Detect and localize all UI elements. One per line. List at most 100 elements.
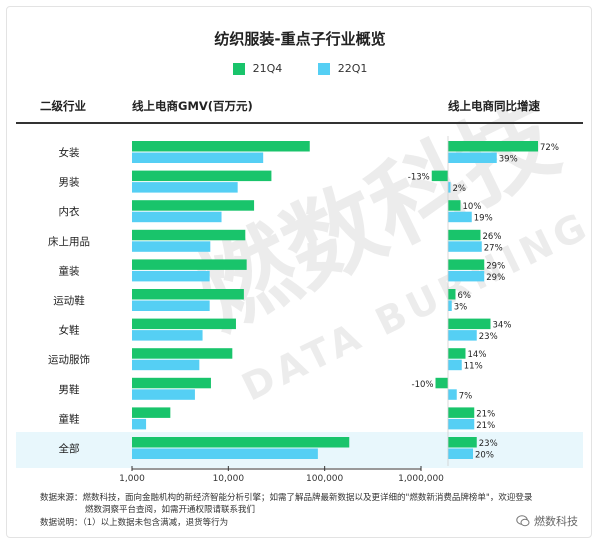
brand-name: 燃数科技 — [534, 515, 578, 528]
wechat-icon — [516, 515, 530, 527]
growth-bar-21q4 — [448, 437, 477, 448]
gmv-x-tick-label: 10,000 — [213, 474, 245, 484]
gmv-bar-21q4 — [132, 289, 244, 300]
growth-bar-21q4 — [448, 200, 461, 211]
growth-data-label: 10% — [463, 202, 482, 212]
gmv-x-tick-label: 100,000 — [306, 474, 343, 484]
category-label: 女装 — [59, 146, 80, 159]
growth-bar-22q1 — [448, 300, 452, 311]
growth-data-label: 3% — [454, 303, 468, 313]
gmv-bar-22q1 — [132, 389, 195, 400]
source-line-2: 燃数洞察平台查阅，如需开通权限请联系我们 — [85, 505, 256, 515]
category-label: 童鞋 — [59, 412, 80, 425]
growth-bar-22q1 — [448, 241, 482, 252]
header-category: 二级行业 — [40, 99, 86, 113]
category-label: 童装 — [59, 264, 80, 277]
growth-bar-21q4 — [448, 407, 475, 418]
gmv-bar-21q4 — [132, 377, 211, 389]
growth-bar-22q1 — [448, 211, 472, 223]
legend-label-q1: 22Q1 — [337, 62, 368, 75]
growth-data-label: 14% — [468, 350, 487, 360]
growth-data-label: -10% — [412, 380, 434, 390]
growth-data-label: 2% — [453, 184, 467, 194]
header-gmv: 线上电商GMV(百万元) — [132, 99, 253, 113]
legend-label-q4: 21Q4 — [252, 62, 283, 75]
gmv-bar-21q4 — [132, 229, 246, 241]
header-growth: 线上电商同比增速 — [448, 99, 540, 113]
growth-data-label: -13% — [408, 173, 430, 183]
growth-bar-22q1 — [448, 182, 451, 193]
growth-data-label: 26% — [483, 232, 502, 242]
legend-swatch-q1 — [317, 62, 330, 75]
growth-data-label: 21% — [476, 421, 495, 431]
gmv-bar-22q1 — [132, 182, 238, 193]
brand-mark: 燃数科技 — [516, 513, 578, 529]
growth-bar-22q1 — [448, 270, 485, 282]
growth-bar-22q1 — [448, 330, 477, 341]
growth-data-label: 21% — [476, 409, 495, 419]
legend: 21Q4 22Q1 — [0, 62, 600, 78]
gmv-bar-22q1 — [132, 300, 210, 311]
growth-data-label: 11% — [464, 362, 483, 372]
gmv-bar-22q1 — [132, 152, 264, 163]
growth-bar-22q1 — [448, 448, 473, 459]
growth-bar-21q4 — [448, 141, 538, 152]
gmv-bar-21q4 — [132, 200, 255, 211]
growth-data-label: 29% — [486, 261, 505, 271]
growth-data-label: 6% — [458, 291, 472, 301]
gmv-bar-22q1 — [132, 359, 200, 371]
growth-data-label: 23% — [479, 439, 498, 449]
gmv-bar-22q1 — [132, 448, 318, 459]
gmv-bar-22q1 — [132, 330, 203, 341]
gmv-bar-21q4 — [132, 437, 350, 448]
category-label: 女鞋 — [59, 324, 80, 337]
category-label: 运动鞋 — [53, 294, 85, 307]
gmv-bar-21q4 — [132, 348, 233, 359]
gmv-bar-22q1 — [132, 211, 222, 223]
growth-bar-21q4 — [448, 259, 485, 270]
category-label: 运动服饰 — [48, 353, 90, 366]
category-label: 男鞋 — [59, 383, 80, 396]
gmv-bar-21q4 — [132, 141, 310, 152]
source-line-1: 数据来源：燃数科技，面向金融机构的新经济智能分析引擎；如需了解品牌最新数据以及更… — [40, 493, 533, 503]
category-label: 全部 — [59, 442, 80, 455]
category-label: 床上用品 — [48, 235, 90, 248]
growth-data-label: 27% — [484, 243, 503, 253]
category-label: 男装 — [59, 176, 80, 189]
growth-data-label: 19% — [474, 214, 493, 224]
legend-item-q4: 21Q4 — [232, 62, 283, 75]
growth-bar-21q4 — [448, 229, 481, 241]
growth-data-label: 34% — [493, 321, 512, 331]
growth-data-label: 7% — [459, 391, 473, 401]
growth-bar-21q4 — [435, 377, 448, 389]
data-note: 数据说明：（1）以上数据未包含满减，退货等行为 — [40, 518, 229, 528]
category-label: 内衣 — [59, 205, 80, 218]
growth-bar-22q1 — [448, 418, 475, 430]
growth-data-label: 29% — [486, 273, 505, 283]
gmv-bar-22q1 — [132, 270, 210, 282]
gmv-bar-22q1 — [132, 418, 147, 430]
growth-data-label: 39% — [499, 155, 518, 165]
gmv-bar-22q1 — [132, 241, 211, 252]
gmv-x-tick-label: 1,000 — [119, 474, 145, 484]
chart-frame — [6, 6, 592, 538]
legend-swatch-q4 — [232, 62, 245, 75]
growth-bar-22q1 — [448, 359, 462, 371]
growth-bar-21q4 — [448, 318, 491, 330]
chart-title: 纺织服装-重点子行业概览 — [214, 30, 386, 48]
gmv-bar-21q4 — [132, 407, 171, 418]
growth-data-label: 72% — [540, 143, 559, 153]
growth-bar-22q1 — [448, 389, 457, 400]
gmv-bar-21q4 — [132, 318, 236, 330]
legend-item-q1: 22Q1 — [317, 62, 368, 75]
gmv-bar-21q4 — [132, 170, 272, 182]
growth-bar-21q4 — [431, 170, 448, 182]
growth-bar-22q1 — [448, 152, 497, 163]
growth-data-label: 20% — [475, 451, 494, 461]
header-divider — [16, 122, 583, 124]
growth-bar-21q4 — [448, 348, 466, 359]
growth-bar-21q4 — [448, 289, 456, 300]
gmv-bar-21q4 — [132, 259, 247, 270]
gmv-x-tick-label: 1,000,000 — [398, 474, 444, 484]
